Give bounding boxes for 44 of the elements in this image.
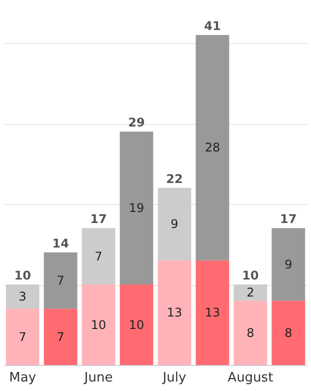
total-label: 17 bbox=[90, 212, 107, 226]
bar bbox=[6, 308, 40, 365]
data-label: 7 bbox=[56, 273, 64, 288]
bar bbox=[272, 300, 306, 365]
data-label: 9 bbox=[284, 257, 292, 272]
data-label: 3 bbox=[18, 290, 26, 304]
bar bbox=[120, 132, 154, 285]
data-label: 7 bbox=[94, 249, 102, 264]
bar bbox=[44, 252, 78, 309]
bar bbox=[82, 228, 116, 285]
data-label: 13 bbox=[204, 306, 220, 320]
data-label: 13 bbox=[166, 306, 182, 320]
data-label: 28 bbox=[204, 140, 220, 155]
data-label: 9 bbox=[170, 217, 178, 232]
data-label: 10 bbox=[128, 318, 144, 332]
bar bbox=[196, 260, 230, 365]
x-tick-label: June bbox=[83, 370, 113, 386]
x-tick-label: May bbox=[9, 370, 36, 386]
data-label: 7 bbox=[56, 330, 64, 344]
bar bbox=[272, 228, 306, 301]
bar bbox=[44, 308, 78, 365]
total-label: 10 bbox=[14, 268, 31, 283]
total-label: 29 bbox=[128, 116, 145, 130]
total-label: 14 bbox=[52, 236, 69, 250]
data-label: 10 bbox=[90, 318, 106, 332]
total-label: 41 bbox=[204, 19, 221, 33]
total-label: 22 bbox=[166, 172, 183, 186]
data-label: 8 bbox=[284, 326, 292, 340]
bar bbox=[82, 284, 116, 365]
data-label: 19 bbox=[128, 201, 144, 216]
data-label: 2 bbox=[246, 286, 254, 300]
bar bbox=[234, 284, 268, 301]
bar bbox=[196, 35, 230, 260]
data-label: 7 bbox=[18, 330, 26, 344]
bar bbox=[158, 260, 192, 365]
total-label: 17 bbox=[280, 212, 297, 226]
bar bbox=[6, 284, 40, 309]
data-label: 8 bbox=[246, 326, 254, 340]
bar bbox=[120, 284, 154, 365]
bar bbox=[234, 300, 268, 365]
bar bbox=[158, 188, 192, 260]
x-tick-label: July bbox=[162, 370, 186, 386]
x-tick-label: August bbox=[228, 370, 274, 386]
total-label: 10 bbox=[242, 268, 259, 283]
